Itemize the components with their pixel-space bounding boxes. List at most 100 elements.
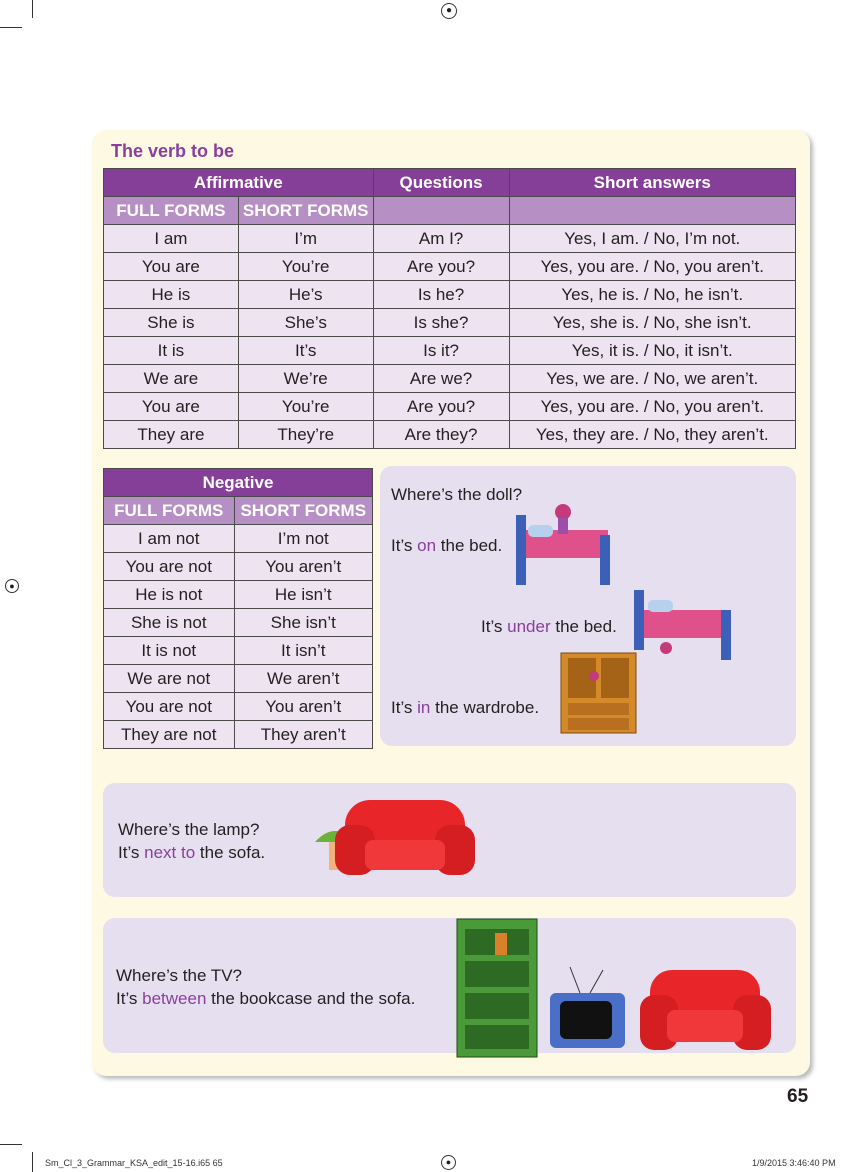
table-cell: You’re: [237, 392, 374, 421]
lamp-and-sofa-illustration: [315, 800, 475, 875]
table-cell: He isn’t: [233, 580, 374, 609]
table-cell: It’s: [237, 336, 374, 365]
crop-mark: [0, 27, 22, 28]
table-row: You are You’re Are you? Yes, you are. / No,…: [103, 392, 796, 421]
table-cell: You’re: [237, 252, 374, 281]
table-cell: It is: [103, 336, 239, 365]
page-number: 65: [787, 1086, 809, 1107]
table-cell: I am: [103, 224, 239, 253]
crop-mark: [32, 1152, 33, 1172]
table-cell: Are you?: [372, 252, 510, 281]
table-cell: She is not: [103, 608, 235, 637]
table-cell: Yes, they are. / No, they aren’t.: [508, 420, 796, 449]
table-cell: You aren’t: [233, 692, 374, 721]
table-cell: Are we?: [372, 364, 510, 393]
table-cell: You are not: [103, 552, 235, 581]
table-cell: It is not: [103, 636, 235, 665]
crop-mark: [32, 0, 33, 18]
header-short-answers: Short answers: [508, 168, 796, 197]
table-cell: You are not: [103, 692, 235, 721]
table-cell: She’s: [237, 308, 374, 337]
text: It’s: [116, 989, 143, 1008]
table-row: It is not It isn’t: [103, 636, 374, 665]
text: It’s: [391, 536, 418, 555]
empty-cell: [372, 196, 510, 225]
table-cell: We are not: [103, 664, 235, 693]
table-row: You are You’re Are you? Yes, you are. / No,…: [103, 252, 796, 281]
text: the bed.: [550, 617, 617, 636]
table-cell: They’re: [237, 420, 374, 449]
text: the bed.: [436, 536, 503, 555]
empty-cell: [508, 196, 796, 225]
table-cell: I am not: [103, 524, 235, 553]
table-cell: They are not: [103, 720, 235, 749]
preposition: on: [417, 536, 437, 555]
preposition: between: [142, 989, 207, 1008]
affirmative-table: Affirmative Questions Short answers FULL F…: [103, 168, 796, 449]
table-row: I am not I’m not: [103, 524, 374, 553]
table-cell: Are you?: [372, 392, 510, 421]
preposition: in: [417, 698, 431, 717]
table-cell: Yes, you are. / No, you aren’t.: [508, 252, 796, 281]
registration-mark-icon: ●: [5, 579, 19, 593]
table-cell: Yes, she is. / No, she isn’t.: [508, 308, 796, 337]
bookcase-tv-sofa-illustration: [456, 918, 771, 1058]
table-cell: Is it?: [372, 336, 510, 365]
header-questions: Questions: [372, 168, 510, 197]
table-cell: You aren’t: [233, 552, 374, 581]
table-cell: He is: [103, 280, 239, 309]
table-row: They are They’re Are they? Yes, they are. /…: [103, 420, 796, 449]
registration-mark-icon: ●: [441, 3, 457, 19]
table-row: It is It’s Is it? Yes, it is. / No, it isn’…: [103, 336, 796, 365]
table-cell: Is he?: [372, 280, 510, 309]
doll-question: Where’s the doll?: [391, 485, 523, 504]
table-row: I am I’m Am I? Yes, I am. / No, I’m not.: [103, 224, 796, 253]
table-cell: Is she?: [372, 308, 510, 337]
table-row: He is He’s Is he? Yes, he is. / No, he isn’…: [103, 280, 796, 309]
table-cell: I’m: [237, 224, 374, 253]
table-cell: You are: [103, 392, 239, 421]
table-row: They are not They aren’t: [103, 720, 374, 749]
subheader-short-forms: SHORT FORMS: [233, 496, 374, 525]
crop-mark: [0, 1144, 22, 1145]
preposition: under: [507, 617, 551, 636]
table-cell: Yes, he is. / No, he isn’t.: [508, 280, 796, 309]
table-row: We are We’re Are we? Yes, we are. / No, we …: [103, 364, 796, 393]
table-row: You are not You aren’t: [103, 692, 374, 721]
table-cell: She isn’t: [233, 608, 374, 637]
table-row: She is She’s Is she? Yes, she is. / No, she…: [103, 308, 796, 337]
table-cell: They aren’t: [233, 720, 374, 749]
text: the bookcase and the sofa.: [206, 989, 416, 1008]
wardrobe-illustration: [560, 652, 637, 734]
section-title: The verb to be: [111, 141, 235, 161]
table-cell: It isn’t: [233, 636, 374, 665]
table-cell: We aren’t: [233, 664, 374, 693]
doll-in-sentence: It’s in the wardrobe.: [391, 696, 539, 719]
subheader-full-forms: FULL FORMS: [103, 496, 235, 525]
tv-question: Where’s the TV?: [116, 966, 242, 985]
table-cell: We’re: [237, 364, 374, 393]
subheader-short-forms: SHORT FORMS: [237, 196, 374, 225]
bed-with-doll-under-illustration: [634, 590, 731, 660]
table-cell: Yes, it is. / No, it isn’t.: [508, 336, 796, 365]
preposition: next to: [144, 843, 196, 862]
doll-under-sentence: It’s under the bed.: [481, 615, 617, 638]
table-cell: They are: [103, 420, 239, 449]
table-cell: He is not: [103, 580, 235, 609]
tv-sentence: It’s between the bookcase and the sofa.: [116, 987, 415, 1010]
header-negative: Negative: [103, 468, 373, 497]
table-cell: Yes, we are. / No, we aren’t.: [508, 364, 796, 393]
table-row: He is not He isn’t: [103, 580, 374, 609]
footer-timestamp: 1/9/2015 3:46:40 PM: [752, 1158, 836, 1168]
lamp-sentence: It’s next to the sofa.: [118, 841, 265, 864]
text: It’s: [391, 698, 418, 717]
text: the sofa.: [195, 843, 266, 862]
table-row: She is not She isn’t: [103, 608, 374, 637]
table-cell: Are they?: [372, 420, 510, 449]
subheader-full-forms: FULL FORMS: [103, 196, 239, 225]
table-row: You are not You aren’t: [103, 552, 374, 581]
doll-on-sentence: It’s on the bed.: [391, 534, 502, 557]
table-cell: He’s: [237, 280, 374, 309]
negative-table: Negative FULL FORMS SHORT FORMS I am not I…: [103, 468, 374, 749]
table-cell: Yes, you are. / No, you aren’t.: [508, 392, 796, 421]
